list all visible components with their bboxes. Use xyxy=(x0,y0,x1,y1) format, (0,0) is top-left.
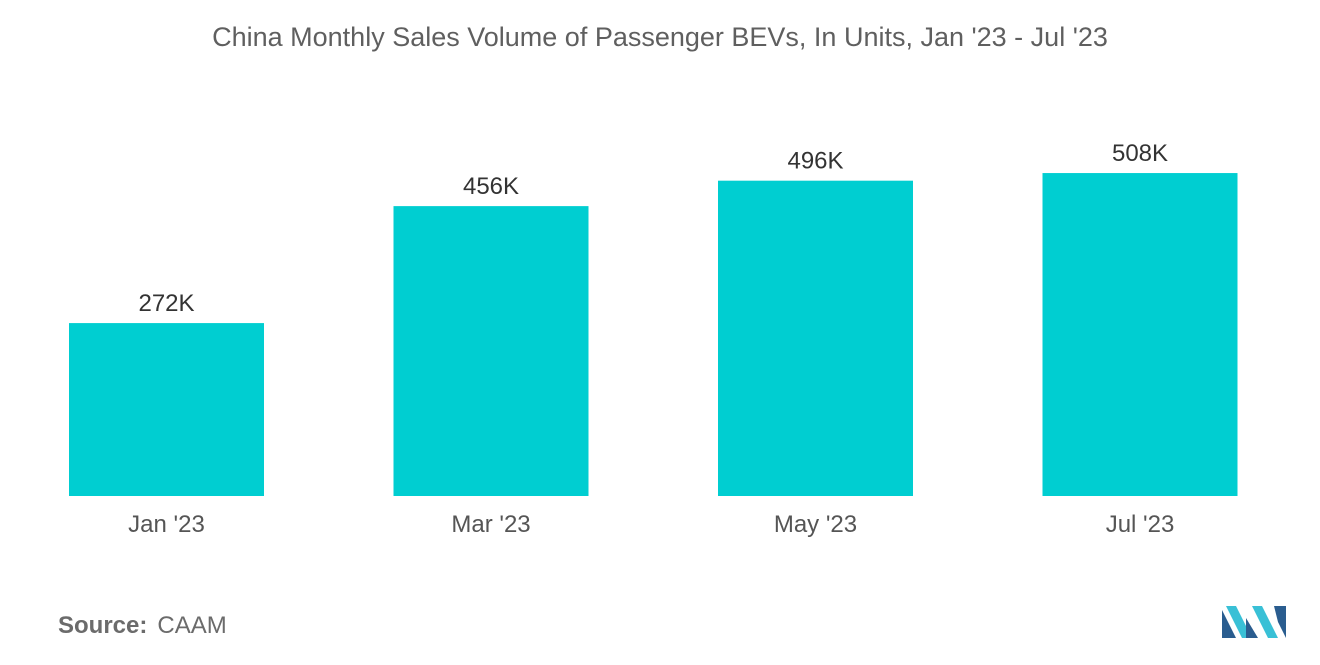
source-note: Source: CAAM xyxy=(58,612,227,640)
data-label-1: 456K xyxy=(463,173,519,200)
data-label-3: 508K xyxy=(1112,140,1168,167)
x-tick-label-2: May '23 xyxy=(774,511,857,538)
bar-0 xyxy=(69,323,264,496)
bar-3 xyxy=(1042,173,1238,497)
bar-2 xyxy=(718,180,913,496)
x-tick-label-0: Jan '23 xyxy=(128,511,205,538)
source-value: CAAM xyxy=(157,612,227,639)
data-label-0: 272K xyxy=(138,290,194,317)
bar-1 xyxy=(393,206,589,496)
mordor-intelligence-logo-icon xyxy=(1222,606,1286,638)
x-tick-label-3: Jul '23 xyxy=(1106,511,1175,538)
data-label-2: 496K xyxy=(787,148,843,175)
x-tick-label-1: Mar '23 xyxy=(451,511,530,538)
chart-title: China Monthly Sales Volume of Passenger … xyxy=(212,22,1108,52)
source-label: Source: xyxy=(58,612,148,639)
